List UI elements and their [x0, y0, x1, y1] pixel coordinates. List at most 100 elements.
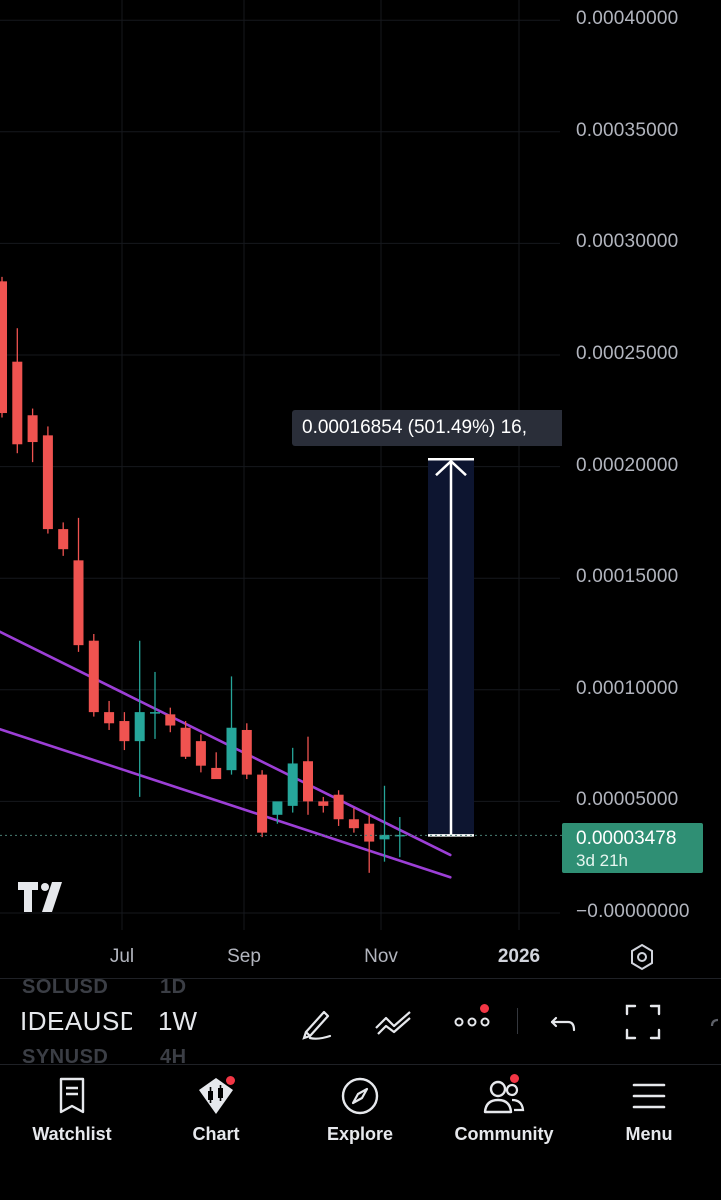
candle-body	[0, 281, 7, 414]
candle	[12, 328, 23, 454]
symbol-option-next[interactable]: SYNUSD	[22, 1046, 109, 1068]
candle-body	[88, 640, 99, 713]
nav-watchlist[interactable]: Watchlist	[12, 1072, 132, 1172]
candle	[257, 770, 268, 838]
bookmark-icon	[59, 1077, 85, 1114]
bar-countdown: 3d 21h	[576, 851, 628, 870]
candle	[165, 707, 176, 733]
candle-body	[104, 712, 115, 724]
candle-body	[73, 560, 84, 646]
candle	[119, 712, 130, 751]
measure-label: 0.00016854 (501.49%) 16,	[292, 410, 562, 446]
candle-body	[379, 834, 390, 840]
last-price-badge: 0.00003478 3d 21h	[562, 823, 703, 873]
candle-body	[394, 834, 405, 837]
chart-icon	[199, 1078, 233, 1114]
candle-body	[134, 712, 145, 742]
candle-body	[364, 823, 375, 842]
fullscreen-icon[interactable]	[621, 1000, 665, 1044]
candle-body	[303, 761, 313, 802]
candle-body	[58, 529, 69, 550]
price-tick: −0.00000000	[576, 901, 690, 922]
candle	[348, 808, 359, 833]
trendline-tools-icon[interactable]	[372, 1000, 416, 1044]
trendline-lower	[0, 727, 452, 879]
candle-body	[272, 801, 283, 815]
chart-notification-dot	[226, 1076, 235, 1085]
more-notification-dot	[480, 1004, 489, 1013]
candle-body	[333, 794, 344, 820]
timeframe-option-prev[interactable]: 1D	[160, 976, 187, 998]
divider	[0, 1064, 721, 1065]
candle-body	[150, 712, 160, 714]
price-chart[interactable]	[0, 0, 721, 930]
nav-label: Community	[454, 1124, 554, 1144]
price-tick: 0.00025000	[576, 343, 679, 364]
symbol-option-prev[interactable]: SOLUSD	[22, 976, 109, 998]
candle	[104, 700, 115, 730]
candle-body	[257, 774, 268, 833]
candle	[150, 671, 160, 739]
time-tick: Sep	[227, 946, 261, 967]
candle	[226, 676, 237, 775]
price-tick: 0.00005000	[576, 789, 679, 811]
candle	[88, 634, 99, 717]
candle-body	[180, 727, 191, 757]
nav-label: Explore	[326, 1124, 394, 1144]
pen-icon[interactable]	[296, 1000, 340, 1044]
partial-tool-icon[interactable]	[700, 1000, 721, 1044]
candle	[394, 817, 405, 858]
price-tick: 0.00015000	[576, 566, 679, 588]
candle-body	[12, 361, 23, 445]
measure-arrow-head	[435, 459, 467, 477]
toolbar-separator	[517, 1008, 518, 1034]
candle	[58, 522, 69, 556]
divider	[0, 978, 721, 979]
nav-label: Chart	[192, 1124, 240, 1144]
nav-explore[interactable]: Explore	[300, 1072, 420, 1172]
candle	[134, 640, 145, 797]
chart-settings-icon[interactable]	[628, 943, 656, 971]
price-tick: 0.00040000	[576, 8, 679, 30]
candle	[180, 721, 191, 759]
candle	[333, 790, 344, 826]
nav-menu[interactable]: Menu	[589, 1072, 709, 1172]
time-tick: Nov	[364, 946, 398, 967]
candle-body	[348, 819, 359, 829]
candle	[73, 517, 84, 652]
candle	[241, 723, 252, 780]
candle	[364, 814, 375, 873]
candle-body	[226, 727, 237, 771]
candle-body	[211, 767, 222, 780]
candle	[303, 736, 313, 815]
more-icon[interactable]	[450, 1000, 494, 1044]
price-tick: 0.00010000	[576, 677, 679, 699]
people-icon	[483, 1080, 525, 1114]
hamburger-icon	[632, 1083, 666, 1109]
price-tick: 0.00030000	[576, 231, 679, 253]
undo-icon[interactable]	[542, 1000, 586, 1044]
compass-icon	[341, 1077, 379, 1115]
timeframe-selected[interactable]: 1W	[158, 1006, 197, 1036]
candle	[42, 426, 53, 534]
nav-label: Menu	[625, 1124, 673, 1144]
candle	[211, 752, 222, 780]
candle-body	[119, 721, 130, 742]
nav-label: Watchlist	[32, 1124, 112, 1144]
nav-community[interactable]: Community	[444, 1072, 564, 1172]
price-tick: 0.00035000	[576, 119, 679, 141]
timeframe-option-next[interactable]: 4H	[160, 1046, 187, 1068]
candle-body	[241, 729, 252, 775]
candle	[0, 276, 7, 418]
candle	[318, 796, 329, 813]
price-tick: 0.00020000	[576, 454, 679, 476]
time-tick: 2026	[497, 946, 541, 967]
candle	[379, 785, 390, 862]
symbol-selected[interactable]: IDEAUSD	[20, 1006, 132, 1036]
candle	[287, 747, 298, 813]
candle-body	[42, 435, 53, 530]
nav-chart[interactable]: Chart	[156, 1072, 276, 1172]
candle	[272, 801, 283, 824]
candle-body	[195, 741, 206, 766]
candle-body	[287, 763, 298, 806]
